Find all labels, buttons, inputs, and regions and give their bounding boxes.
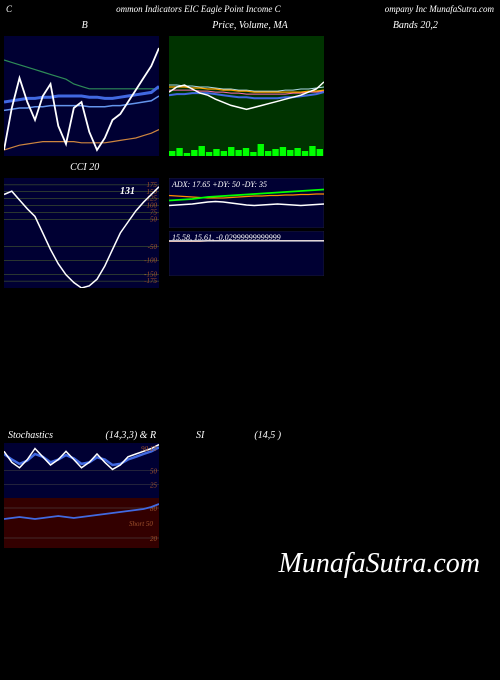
stoch-top-chart: 50 25 90.15 <box>4 443 496 498</box>
cci-chart: 1751501251007550-50-100-150-175131 <box>4 178 165 288</box>
stochastics-section: Stochastics (14,3,3) & R SI (14,5 ) 50 25… <box>0 428 500 548</box>
cci-title: CCI 20 <box>4 160 165 178</box>
chart-grid: B Price, Volume, MA Bands 20,2 CCI 20 17… <box>0 18 500 288</box>
svg-text:ADX: 17.65 +DY: 50 -DY: 35: ADX: 17.65 +DY: 50 -DY: 35 <box>171 180 267 189</box>
bb-title: B <box>4 18 165 36</box>
panel-bands: Bands 20,2 <box>335 18 496 156</box>
panel-cci: CCI 20 1751501251007550-50-100-150-17513… <box>4 160 165 288</box>
panel-empty <box>335 160 496 288</box>
price-ma-title: Price, Volume, MA <box>169 18 330 36</box>
stoch-bot-chart: 8020Short 50 <box>4 498 496 548</box>
svg-text:25: 25 <box>150 481 158 489</box>
svg-text:-100: -100 <box>144 257 157 265</box>
panel-price-ma: Price, Volume, MA <box>169 18 330 156</box>
price-ma-chart <box>169 36 330 156</box>
watermark: MunafaSutra.com <box>279 548 480 580</box>
page-header: C ommon Indicators EIC Eagle Point Incom… <box>0 0 500 18</box>
svg-text:20: 20 <box>150 535 158 543</box>
svg-text:131: 131 <box>120 186 135 197</box>
panel-bb: B <box>4 18 165 156</box>
bb-chart <box>4 36 165 156</box>
stoch-params: (14,3,3) & R <box>106 430 157 441</box>
svg-text:50: 50 <box>150 468 158 476</box>
panel-adx-macd: ADX: 17.65 +DY: 50 -DY: 35 15.58, 15.61,… <box>169 160 330 288</box>
stoch-right: (14,5 ) <box>254 430 281 441</box>
adx-macd-spacer <box>169 160 330 178</box>
macd-chart: 15.58, 15.61, -0.02999999999999 <box>169 231 330 276</box>
header-right: ompany Inc MunafaSutra.com <box>385 4 494 14</box>
stoch-si: SI <box>196 430 204 441</box>
svg-text:-50: -50 <box>148 243 158 251</box>
stoch-label: Stochastics <box>8 430 53 441</box>
stoch-title-row: Stochastics (14,3,3) & R SI (14,5 ) <box>4 428 496 443</box>
adx-chart: ADX: 17.65 +DY: 50 -DY: 35 <box>169 178 330 228</box>
svg-text:90.15: 90.15 <box>141 445 157 453</box>
svg-text:-175: -175 <box>144 277 157 285</box>
header-center: ommon Indicators EIC Eagle Point Income … <box>116 4 280 14</box>
svg-text:Short 50: Short 50 <box>129 520 153 528</box>
bands-title: Bands 20,2 <box>335 18 496 36</box>
svg-text:50: 50 <box>150 215 158 223</box>
header-left: C <box>6 4 12 14</box>
